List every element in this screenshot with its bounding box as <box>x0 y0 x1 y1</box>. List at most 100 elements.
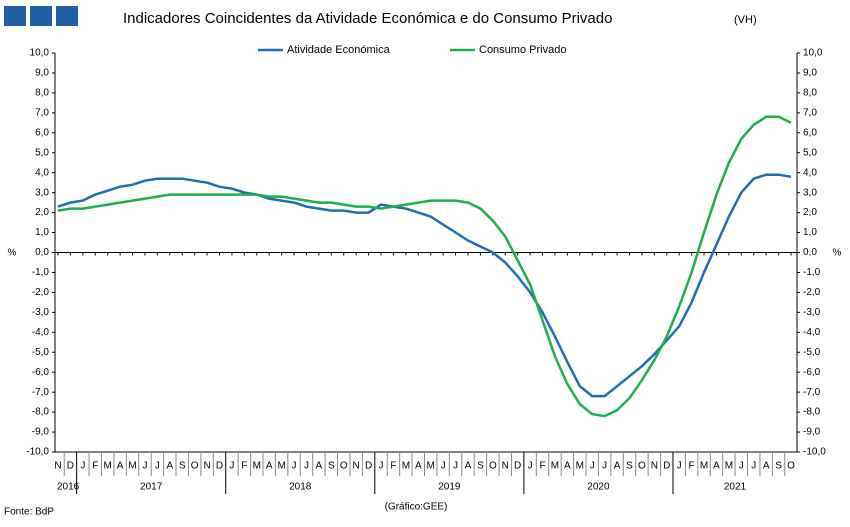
y-tick-label: 7,0 <box>35 107 49 118</box>
x-tick-label: J <box>229 461 234 472</box>
x-tick-label: J <box>155 461 160 472</box>
credit: (Gráfico:GEE) <box>385 502 448 513</box>
year-label: 2021 <box>724 482 747 493</box>
year-label: 2017 <box>140 482 163 493</box>
x-tick-label: F <box>390 461 396 472</box>
x-tick-label: J <box>751 461 756 472</box>
x-tick-label: J <box>379 461 384 472</box>
x-tick-label: A <box>614 461 621 472</box>
y-tick-label: 1,0 <box>35 227 49 238</box>
y-tick-label: 4,0 <box>35 167 49 178</box>
y2-axis-label: % <box>833 248 842 259</box>
y2-tick-label: -3,0 <box>803 307 821 318</box>
source: Fonte: BdP <box>4 507 54 518</box>
y-axis-label: % <box>8 248 17 259</box>
y2-tick-label: -9,0 <box>803 427 821 438</box>
legend-label: Consumo Privado <box>479 44 566 56</box>
x-tick-label: J <box>453 461 458 472</box>
x-tick-label: S <box>477 461 484 472</box>
x-tick-label: N <box>203 461 210 472</box>
x-tick-label: M <box>402 461 410 472</box>
x-tick-label: O <box>787 461 795 472</box>
y2-tick-label: 4,0 <box>803 167 817 178</box>
series-line <box>57 173 792 398</box>
year-label: 2019 <box>438 482 461 493</box>
y-tick-label: 9,0 <box>35 68 49 79</box>
chart-subtitle: (VH) <box>734 14 757 26</box>
x-tick-label: J <box>142 461 147 472</box>
y2-tick-label: 9,0 <box>803 68 817 79</box>
year-label: 2018 <box>289 482 312 493</box>
y-tick-label: -2,0 <box>32 287 50 298</box>
y-tick-label: -1,0 <box>32 267 50 278</box>
x-tick-label: O <box>191 461 199 472</box>
y-tick-label: -4,0 <box>32 327 50 338</box>
logo-square <box>4 6 26 26</box>
x-tick-label: A <box>713 461 720 472</box>
y2-tick-label: -10,0 <box>803 447 826 458</box>
x-tick-label: F <box>241 461 247 472</box>
y2-tick-label: 1,0 <box>803 227 817 238</box>
x-tick-label: M <box>104 461 112 472</box>
x-tick-label: A <box>415 461 422 472</box>
x-tick-label: S <box>328 461 335 472</box>
logo-square <box>30 6 52 26</box>
y-tick-label: 8,0 <box>35 88 49 99</box>
x-tick-label: D <box>216 461 223 472</box>
x-tick-label: J <box>292 461 297 472</box>
x-tick-label: N <box>54 461 61 472</box>
x-tick-label: A <box>266 461 273 472</box>
y-tick-label: 3,0 <box>35 187 49 198</box>
x-tick-label: O <box>489 461 497 472</box>
x-tick-label: M <box>551 461 559 472</box>
x-tick-label: J <box>304 461 309 472</box>
x-tick-label: S <box>626 461 633 472</box>
x-tick-label: A <box>117 461 124 472</box>
y-tick-label: -7,0 <box>32 387 50 398</box>
x-tick-label: J <box>739 461 744 472</box>
x-tick-label: M <box>700 461 708 472</box>
x-tick-label: J <box>528 461 533 472</box>
x-tick-label: D <box>365 461 372 472</box>
x-tick-label: D <box>663 461 670 472</box>
year-label: 2016 <box>57 482 80 493</box>
x-tick-label: O <box>340 461 348 472</box>
x-tick-label: J <box>441 461 446 472</box>
legend-label: Atividade Económica <box>287 44 391 56</box>
y2-tick-label: 10,0 <box>803 48 823 59</box>
x-tick-label: A <box>564 461 571 472</box>
x-tick-label: N <box>651 461 658 472</box>
x-tick-label: F <box>92 461 98 472</box>
logo-square <box>56 6 78 26</box>
x-tick-label: D <box>67 461 74 472</box>
x-tick-label: F <box>689 461 695 472</box>
x-tick-label: N <box>353 461 360 472</box>
y-tick-label: 2,0 <box>35 207 49 218</box>
y2-tick-label: 0,0 <box>803 247 817 258</box>
x-tick-label: S <box>775 461 782 472</box>
y2-tick-label: -4,0 <box>803 327 821 338</box>
x-tick-label: S <box>179 461 186 472</box>
y2-tick-label: -8,0 <box>803 407 821 418</box>
y2-tick-label: 3,0 <box>803 187 817 198</box>
x-tick-label: F <box>539 461 545 472</box>
x-tick-label: J <box>80 461 85 472</box>
x-tick-label: A <box>763 461 770 472</box>
x-tick-label: D <box>514 461 521 472</box>
y-tick-label: -6,0 <box>32 367 50 378</box>
y-tick-label: -3,0 <box>32 307 50 318</box>
y2-tick-label: 7,0 <box>803 107 817 118</box>
x-tick-label: M <box>725 461 733 472</box>
x-tick-label: N <box>502 461 509 472</box>
x-tick-label: A <box>166 461 173 472</box>
x-tick-label: M <box>576 461 584 472</box>
y-tick-label: -9,0 <box>32 427 50 438</box>
y2-tick-label: -7,0 <box>803 387 821 398</box>
series-line <box>57 115 792 418</box>
y2-tick-label: -1,0 <box>803 267 821 278</box>
x-tick-label: M <box>128 461 136 472</box>
y2-tick-label: 2,0 <box>803 207 817 218</box>
x-tick-label: O <box>638 461 646 472</box>
y-tick-label: 6,0 <box>35 127 49 138</box>
